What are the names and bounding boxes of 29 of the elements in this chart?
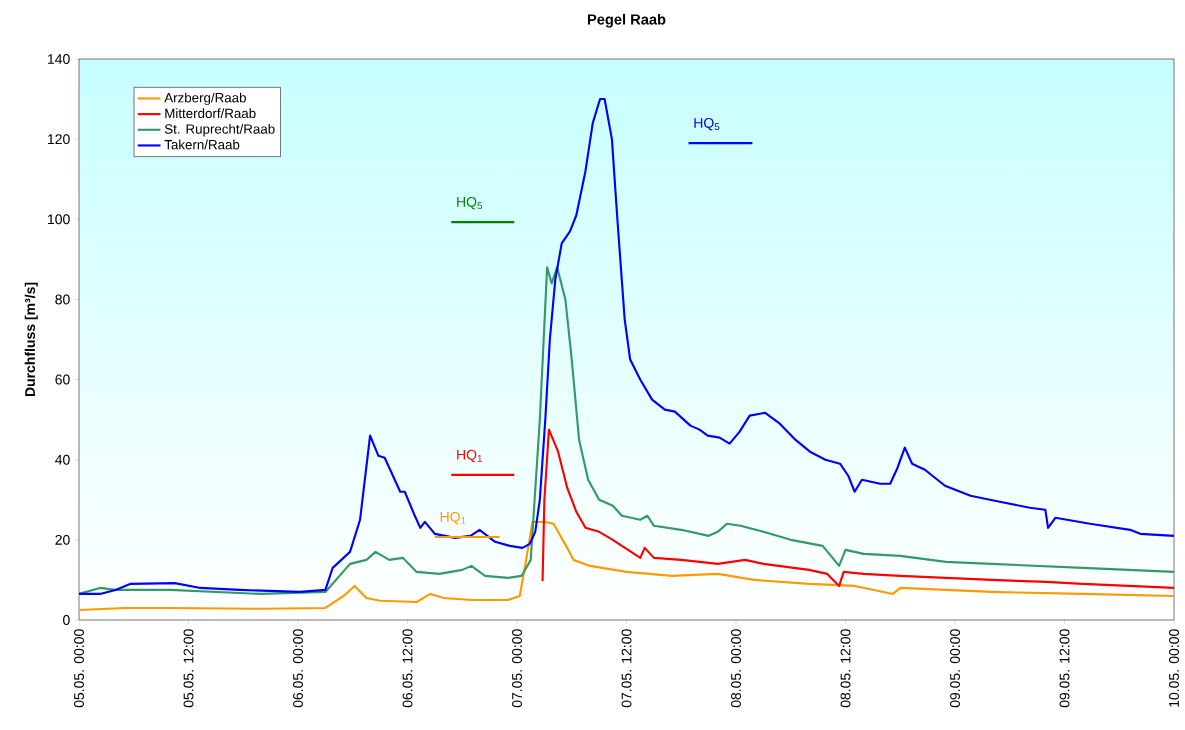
- x-tick-label: 06.05. 12:00: [402, 629, 413, 708]
- series-label: HQ$_{5}$: [694, 118, 720, 131]
- y-axis-title: Durchfluss [m³/s]: [24, 282, 38, 397]
- y-tick-label: 120: [48, 134, 70, 145]
- legend-label: St. Ruprecht/Raab: [164, 123, 275, 137]
- x-tick-label: 07.05. 00:00: [512, 629, 522, 708]
- y-tick-label: 140: [48, 54, 70, 64]
- y-tick-label: 80: [55, 294, 70, 305]
- series-label: HQ$_{5}$: [457, 196, 483, 210]
- x-tick-label: 08.05. 00:00: [731, 629, 741, 708]
- series-label: HQ$_{1}$: [457, 449, 482, 463]
- x-tick-label: 06.05. 00:00: [293, 629, 303, 708]
- y-tick-label: 40: [55, 454, 70, 465]
- chart-title: Pegel Raab: [587, 13, 666, 28]
- y-tick-label: 20: [55, 534, 70, 545]
- x-tick-label: 05.05. 00:00: [74, 629, 84, 708]
- x-tick-label: 08.05. 12:00: [840, 629, 851, 708]
- x-tick-label: 09.05. 12:00: [1059, 629, 1070, 708]
- x-tick-label: 05.05. 12:00: [183, 629, 194, 708]
- x-tick-label: 09.05. 00:00: [950, 629, 960, 708]
- x-tick-label: 07.05. 12:00: [621, 629, 632, 708]
- legend-label: Arzberg/Raab: [164, 92, 246, 106]
- legend-label: Takern/Raab: [164, 139, 240, 150]
- x-tick-label: 10.05. 00:00: [1169, 629, 1179, 707]
- series-label: HQ$_{1}$: [440, 511, 466, 525]
- legend-label: Mitterdorf/Raab: [165, 108, 256, 119]
- y-tick-label: 0: [63, 615, 70, 625]
- y-tick-label: 60: [55, 374, 70, 385]
- y-tick-label: 100: [48, 214, 70, 225]
